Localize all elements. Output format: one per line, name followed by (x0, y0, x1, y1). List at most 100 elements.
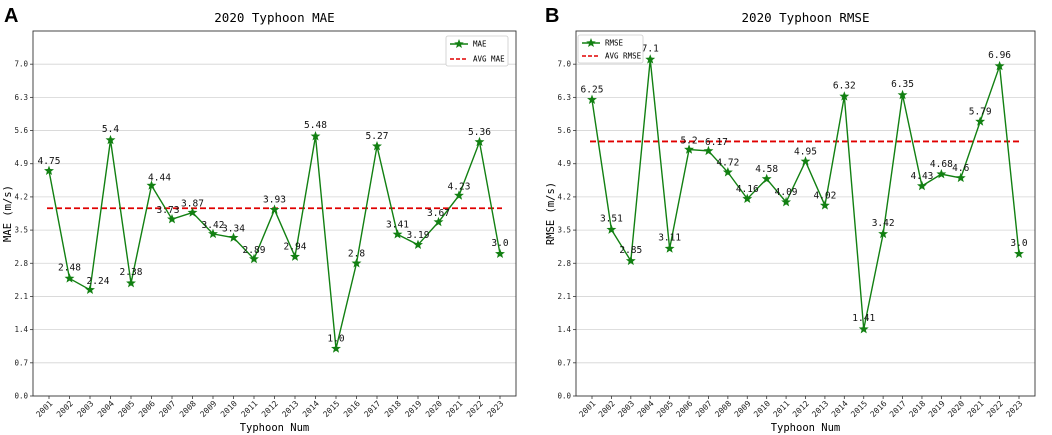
y-tick-label: 4.9 (557, 159, 571, 168)
x-tick-label: 2003 (616, 399, 636, 419)
y-tick-label: 2.1 (14, 292, 28, 301)
y-tick-label: 0.7 (557, 358, 571, 367)
legend-star-marker (454, 39, 464, 49)
data-label: 3.42 (872, 218, 895, 229)
y-axis-label: MAE (m/s) (2, 185, 14, 242)
x-tick-label: 2018 (907, 399, 927, 419)
data-point (413, 239, 423, 249)
data-label: 3.51 (600, 214, 623, 225)
data-label: 5.36 (468, 127, 491, 138)
data-point (781, 196, 792, 207)
x-tick-label: 2002 (55, 399, 75, 419)
data-label: 3.19 (407, 230, 430, 241)
data-point (392, 229, 403, 239)
data-point (372, 140, 382, 151)
chart-panel-a: A 2020 Typhoon MAE 0.0 0.7 1.4 2.1 2.8 3.5 4.2 4.… (2, 5, 517, 434)
y-tick-label: 0.0 (557, 392, 571, 401)
x-tick-label: 2019 (927, 399, 947, 419)
x-tick-label: 2011 (239, 399, 259, 419)
data-point (208, 228, 218, 239)
data-label: 3.73 (157, 205, 180, 216)
plot-frame (575, 30, 1036, 397)
x-tick-label: 2004 (96, 399, 116, 419)
x-tick-label: 2014 (830, 399, 850, 419)
x-tick-label: 2006 (137, 399, 157, 419)
legend: RMSE AVG RMSE (577, 34, 644, 64)
data-point (839, 91, 850, 101)
data-point (331, 343, 341, 353)
data-label: 2.94 (284, 242, 307, 253)
data-label: 4.44 (148, 173, 171, 184)
data-label: 2.38 (120, 267, 143, 278)
legend-average-label: AVG RMSE (605, 52, 642, 61)
x-tick-label: 2019 (403, 399, 423, 419)
y-tick-label: 2.1 (557, 292, 571, 301)
data-label: 3.0 (1010, 238, 1027, 249)
x-tick-label: 2004 (636, 399, 656, 419)
y-tick-label: 6.3 (14, 93, 28, 102)
data-point (955, 172, 966, 183)
x-tick-label: 2015 (849, 399, 869, 419)
x-tick-label: 2012 (791, 399, 811, 419)
y-tick-label: 2.8 (557, 259, 571, 268)
x-tick-label: 2022 (465, 399, 485, 419)
y-tick-label: 5.6 (557, 126, 571, 135)
data-point (703, 145, 714, 156)
data-point (64, 273, 75, 283)
data-label: 6.96 (988, 50, 1011, 61)
x-tick-label: 2010 (752, 399, 772, 419)
x-tick-label: 2001 (577, 399, 597, 419)
data-point (917, 180, 927, 191)
data-point (994, 60, 1005, 71)
data-label: 4.68 (930, 159, 953, 170)
data-label: 5.4 (102, 124, 119, 135)
x-axis-label: Typhoon Num (240, 422, 310, 434)
data-label: 4.23 (448, 181, 471, 192)
data-label: 3.93 (263, 195, 286, 206)
data-label: 3.42 (202, 220, 225, 231)
x-tick-label: 2005 (655, 399, 675, 419)
data-point (310, 131, 321, 141)
data-point (819, 200, 830, 210)
data-point (625, 255, 636, 266)
data-label: 4.75 (38, 156, 61, 167)
data-label: 3.41 (386, 219, 409, 230)
series-line (48, 136, 501, 349)
x-tick-label: 2013 (810, 399, 830, 419)
x-tick-label: 2022 (985, 399, 1005, 419)
x-tick-label: 2021 (444, 399, 464, 419)
x-tick-label: 2006 (674, 399, 694, 419)
data-point (684, 144, 694, 154)
x-tick-label: 2011 (772, 399, 792, 419)
data-label: 2.8 (348, 248, 365, 259)
x-tick-label: 2018 (383, 399, 403, 419)
data-point (146, 180, 157, 190)
y-tick-label: 3.5 (557, 226, 571, 235)
data-label: 1.41 (852, 313, 875, 324)
data-point (187, 207, 198, 217)
chart-title: 2020 Typhoon MAE (214, 10, 334, 25)
y-axis-label: RMSE (m/s) (545, 182, 557, 245)
x-tick-label: 2016 (869, 399, 889, 419)
data-label: 4.43 (911, 171, 934, 182)
data-label: 5.2 (680, 136, 697, 147)
x-tick-label: 2014 (301, 399, 321, 419)
data-point (105, 134, 116, 145)
y-tick-label: 0.7 (14, 358, 28, 367)
data-label: 7.1 (642, 43, 659, 54)
data-label: 4.72 (716, 157, 739, 168)
x-tick-label: 2020 (946, 399, 966, 419)
data-point (761, 173, 772, 184)
y-tick-label: 7.0 (14, 60, 28, 69)
data-label: 4.6 (952, 163, 969, 174)
data-label: 3.87 (181, 199, 204, 210)
y-tick-label: 1.4 (557, 325, 571, 334)
x-axis-label: Typhoon Num (771, 422, 841, 434)
data-label: 2.85 (619, 245, 642, 256)
data-label: 2.48 (58, 262, 81, 273)
data-label: 3.67 (427, 208, 450, 219)
x-tick-label: 2005 (116, 399, 136, 419)
legend-star-marker (586, 38, 596, 48)
data-label: 4.16 (736, 184, 759, 195)
